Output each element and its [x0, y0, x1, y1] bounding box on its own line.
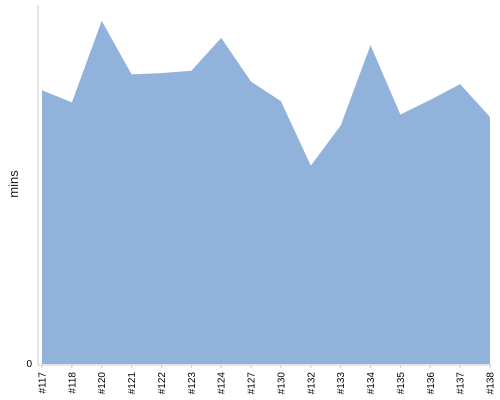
data-point: [279, 99, 283, 103]
x-tick-label: #120: [97, 372, 108, 395]
x-axis-ticks: #117 #118 #120 #121 #122 #123 #124 #127 #130 #132…: [38, 365, 497, 394]
x-tick-label: #122: [157, 372, 168, 395]
y-axis-ticks: 0: [26, 359, 32, 370]
x-tick-label: #118: [67, 372, 78, 394]
x-tick-label: #130: [276, 372, 287, 395]
data-point: [219, 36, 223, 40]
data-point: [339, 123, 343, 127]
x-tick-label: #133: [336, 372, 347, 395]
x-tick-label: #137: [456, 372, 467, 395]
data-point: [189, 69, 193, 73]
x-tick-label: #138: [486, 372, 497, 395]
data-point: [369, 43, 373, 47]
x-tick-label: #127: [247, 372, 258, 395]
data-point: [249, 80, 253, 84]
x-tick-label: #121: [127, 372, 138, 395]
x-tick-label: #123: [187, 372, 198, 395]
x-tick-label: #135: [396, 372, 407, 395]
x-tick-label: #124: [217, 372, 228, 395]
y-tick-label: 0: [26, 359, 32, 370]
data-point: [70, 100, 74, 104]
y-axis-label: mins: [6, 170, 21, 198]
data-point: [398, 113, 402, 117]
data-point: [100, 19, 104, 23]
data-point: [488, 115, 492, 119]
x-tick-label: #132: [306, 372, 317, 395]
x-tick-label: #134: [366, 372, 377, 395]
x-tick-label: #136: [426, 372, 437, 395]
data-point: [428, 98, 432, 102]
x-tick-label: #117: [38, 372, 49, 394]
data-point: [159, 71, 163, 75]
data-point: [309, 164, 313, 168]
data-point: [130, 72, 134, 76]
data-point: [40, 88, 44, 92]
data-point: [458, 82, 462, 86]
series-area: [42, 20, 490, 364]
